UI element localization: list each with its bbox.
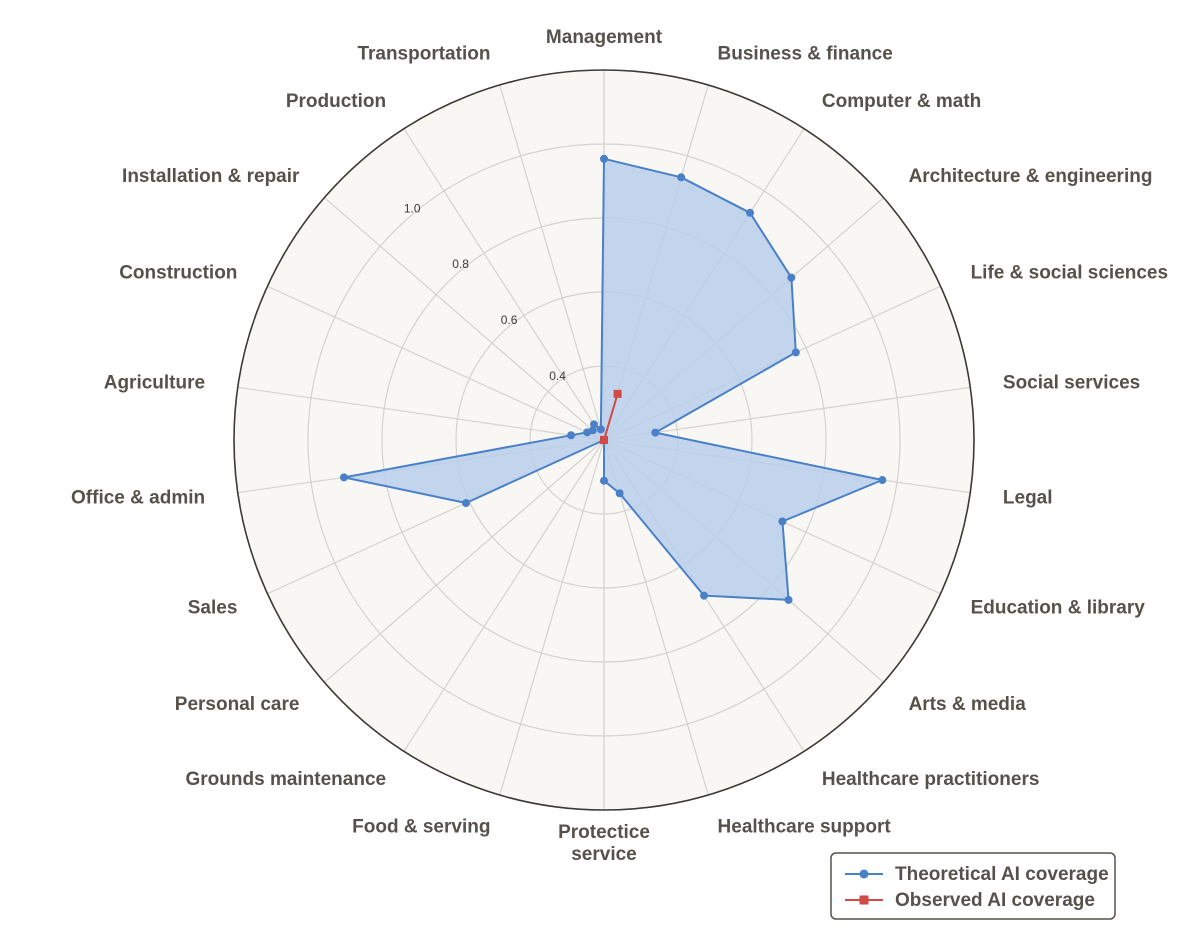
grid-spoke [499, 439, 605, 796]
data-point-theoretical [600, 154, 608, 163]
category-label: Installation & repair [122, 166, 300, 187]
category-label: Construction [119, 263, 237, 284]
radial-tick-label: 0.4 [549, 369, 566, 383]
data-point-theoretical [746, 208, 755, 217]
grid-spoke [403, 439, 605, 752]
category-label: Transportation [357, 43, 490, 64]
legend-marker [859, 869, 869, 879]
data-point-theoretical [596, 425, 605, 434]
data-point-observed [600, 436, 608, 444]
radial-tick-label: 0.6 [501, 313, 518, 327]
category-label: Arts & media [909, 694, 1027, 715]
category-label: Healthcare support [718, 817, 892, 838]
legend-marker [859, 895, 869, 905]
data-point-observed [613, 389, 622, 398]
category-label: Education & library [971, 597, 1146, 618]
data-point-theoretical [787, 273, 796, 282]
category-label: Computer & math [822, 91, 981, 112]
grid-spoke [603, 386, 971, 441]
legend-label: Observed AI coverage [895, 890, 1095, 911]
data-point-theoretical [784, 595, 793, 604]
grid-spoke [403, 128, 605, 441]
data-point-theoretical [791, 348, 800, 357]
data-point-theoretical [700, 591, 709, 600]
category-label: Life & social sciences [971, 263, 1169, 284]
category-label: Healthcare practitioners [822, 769, 1040, 790]
category-label: Grounds maintenance [186, 769, 387, 790]
radial-tick-label: 0.8 [452, 257, 469, 271]
data-point-theoretical [339, 473, 348, 482]
legend-box [830, 852, 1116, 920]
grid-spoke [603, 439, 709, 796]
radial-tick-label: 1.0 [404, 201, 421, 215]
category-label: Architecture & engineering [909, 166, 1153, 187]
category-label: Food & serving [352, 817, 490, 838]
data-point-theoretical [615, 489, 624, 498]
category-label: Legal [1003, 487, 1053, 508]
data-point-theoretical [600, 476, 608, 485]
data-point-theoretical [651, 428, 660, 437]
data-point-theoretical [677, 173, 686, 182]
category-label: Social services [1003, 373, 1140, 394]
category-label: Business & finance [718, 43, 893, 64]
data-point-theoretical [462, 499, 471, 508]
category-label: Agriculture [104, 373, 205, 394]
grid-spoke [267, 285, 605, 441]
grid-spoke [323, 439, 605, 683]
category-label: Management [546, 27, 663, 48]
data-point-theoretical [589, 420, 598, 429]
plot-outer-border [233, 69, 975, 811]
category-label: Office & admin [71, 487, 205, 508]
data-point-theoretical [778, 517, 787, 526]
category-label: Production [286, 91, 386, 112]
legend-label: Theoretical AI coverage [895, 864, 1109, 885]
category-label: Protectice service [558, 822, 650, 865]
grid-spoke [323, 197, 605, 441]
data-point-theoretical [567, 431, 576, 440]
category-label: Personal care [175, 694, 300, 715]
data-point-theoretical [878, 476, 887, 485]
category-label: Sales [188, 597, 238, 618]
grid-spoke [499, 84, 605, 441]
grid-spoke [237, 386, 605, 441]
